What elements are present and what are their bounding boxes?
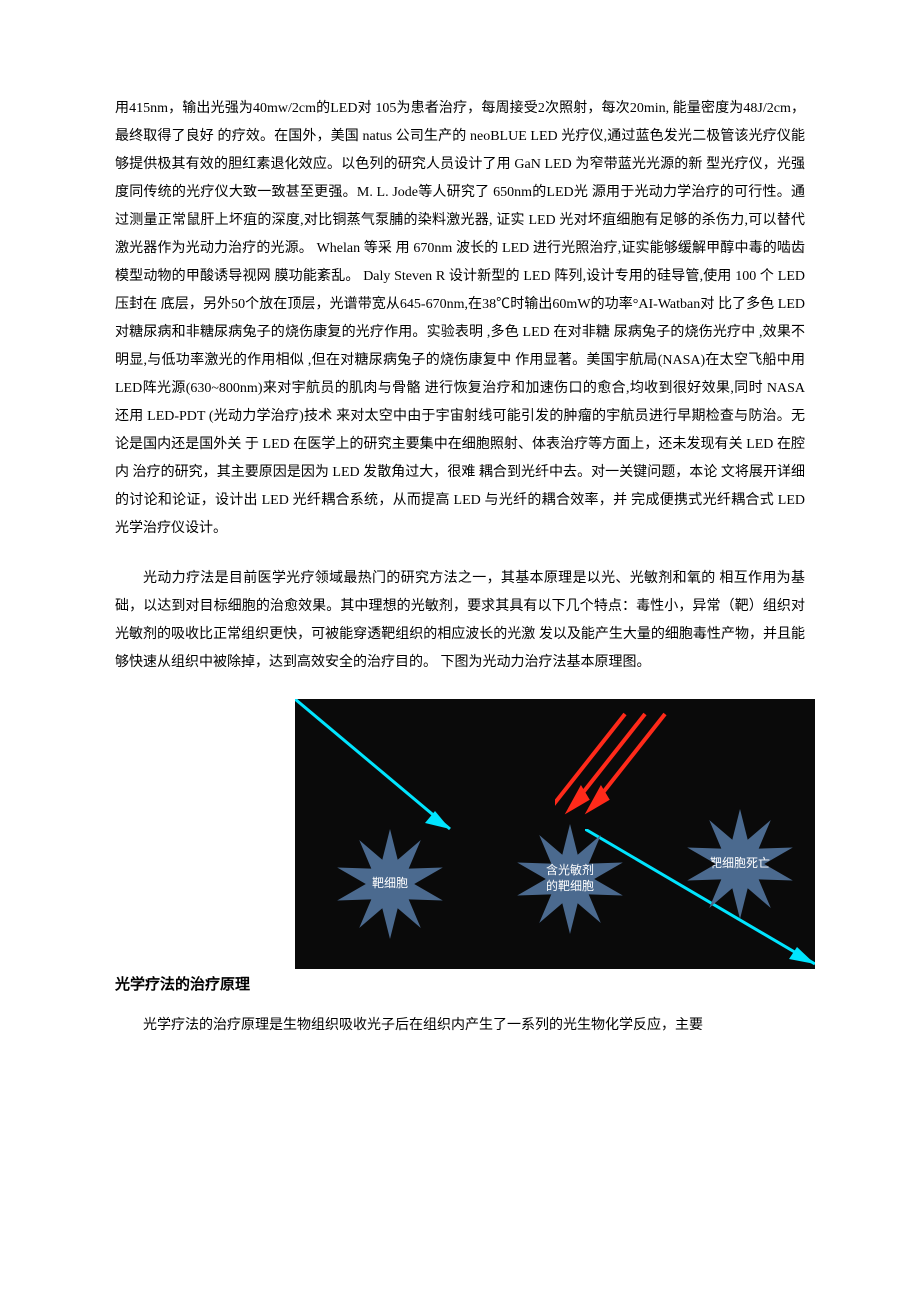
cell-label-2: 含光敏剂 的靶细胞 bbox=[546, 863, 594, 894]
activation-arrows-icon bbox=[555, 709, 675, 829]
paragraph-3: 光学疗法的治疗原理是生物组织吸收光子后在组织内产生了一系列的光生物化学反应，主要 bbox=[115, 1012, 805, 1040]
cell-label-3: 靶细胞死亡 bbox=[710, 856, 770, 872]
light-arrow-in-icon bbox=[295, 699, 475, 849]
figure-container: 靶细胞 含光敏剂 的靶细胞 靶细胞死亡 bbox=[295, 699, 805, 969]
pdt-principle-diagram: 靶细胞 含光敏剂 的靶细胞 靶细胞死亡 bbox=[295, 699, 815, 969]
document-page: 用415nm，输出光强为40mw/2cm的LED对 105为患者治疗，每周接受2… bbox=[0, 0, 920, 1122]
section-heading: 光学疗法的治疗原理 bbox=[115, 973, 805, 994]
paragraph-1: 用415nm，输出光强为40mw/2cm的LED对 105为患者治疗，每周接受2… bbox=[115, 95, 805, 543]
cell-label-1: 靶细胞 bbox=[372, 876, 408, 892]
paragraph-2: 光动力疗法是目前医学光疗领域最热门的研究方法之一，其基本原理是以光、光敏剂和氧的… bbox=[115, 565, 805, 677]
